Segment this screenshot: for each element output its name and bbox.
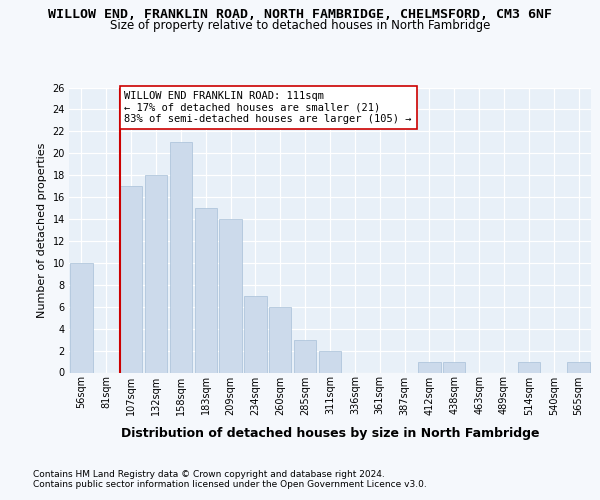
Bar [294,340,316,372]
Bar [568,362,590,372]
Bar [170,142,192,372]
Text: Contains public sector information licensed under the Open Government Licence v3: Contains public sector information licen… [33,480,427,489]
Y-axis label: Number of detached properties: Number of detached properties [37,142,47,318]
Bar [443,362,466,372]
Bar [145,175,167,372]
Text: Contains HM Land Registry data © Crown copyright and database right 2024.: Contains HM Land Registry data © Crown c… [33,470,385,479]
Text: Distribution of detached houses by size in North Fambridge: Distribution of detached houses by size … [121,428,539,440]
Bar [319,350,341,372]
Bar [244,296,266,372]
Bar [518,362,540,372]
Bar [70,263,92,372]
Bar [418,362,440,372]
Bar [220,219,242,372]
Bar [269,306,292,372]
Bar [120,186,142,372]
Text: WILLOW END FRANKLIN ROAD: 111sqm
← 17% of detached houses are smaller (21)
83% o: WILLOW END FRANKLIN ROAD: 111sqm ← 17% o… [124,91,412,124]
Text: Size of property relative to detached houses in North Fambridge: Size of property relative to detached ho… [110,19,490,32]
Text: WILLOW END, FRANKLIN ROAD, NORTH FAMBRIDGE, CHELMSFORD, CM3 6NF: WILLOW END, FRANKLIN ROAD, NORTH FAMBRID… [48,8,552,20]
Bar [194,208,217,372]
